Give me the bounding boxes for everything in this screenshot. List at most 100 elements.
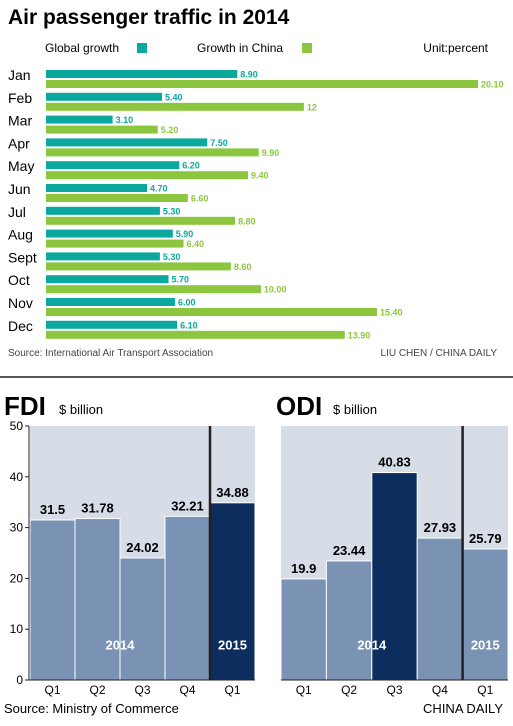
x-tick-label: Q1 — [224, 683, 240, 697]
quarter-bar — [416, 537, 464, 681]
x-tick-label: Q1 — [296, 683, 312, 697]
china-growth-value: 6.40 — [187, 239, 205, 249]
china-growth-bar — [46, 308, 377, 316]
global-growth-bar — [46, 252, 160, 261]
month-label: Nov — [8, 295, 33, 311]
quarter-bar — [462, 548, 509, 681]
legend-china-label: Growth in China — [197, 41, 283, 55]
china-growth-bar — [46, 216, 236, 225]
quarter-bar — [74, 518, 121, 681]
quarter-bar — [325, 560, 373, 681]
bar-value-label: 31.78 — [81, 501, 114, 516]
china-growth-bar — [46, 171, 249, 180]
year-label-2014: 2014 — [357, 638, 387, 653]
x-tick-label: Q2 — [341, 683, 357, 697]
global-growth-value: 5.30 — [163, 206, 181, 216]
legend-china-swatch — [302, 43, 312, 53]
china-growth-value: 5.20 — [161, 125, 179, 135]
y-tick-label: 40 — [10, 470, 24, 484]
china-growth-value: 9.90 — [262, 148, 280, 158]
quarter-bar — [209, 502, 256, 681]
global-growth-bar — [46, 275, 169, 284]
quarter-bar — [119, 557, 166, 681]
bar-value-label: 40.83 — [378, 455, 411, 470]
fdi-chart: 0 10 20 30 40 50 31.5 Q1 31.78 Q2 24.02 Q3 32.21 Q4 34… — [10, 419, 256, 697]
bar-value-label: 24.02 — [126, 540, 159, 555]
china-growth-value: 8.80 — [238, 216, 256, 226]
month-label: Aug — [8, 227, 33, 243]
fdi-title: FDI — [4, 391, 46, 421]
china-growth-bar — [46, 194, 188, 202]
global-growth-bar — [46, 138, 208, 147]
global-growth-bar — [46, 92, 163, 101]
china-growth-value: 8.60 — [234, 262, 252, 272]
global-growth-bar — [46, 70, 238, 78]
global-growth-value: 6.20 — [182, 161, 200, 171]
global-growth-value: 5.30 — [163, 252, 181, 262]
quarter-bar — [29, 519, 76, 681]
global-growth-value: 3.10 — [116, 115, 134, 125]
bar-value-label: 23.44 — [333, 543, 366, 558]
month-label: Oct — [8, 272, 30, 288]
month-label: Mar — [8, 113, 32, 129]
china-growth-value: 15.40 — [380, 308, 403, 318]
x-tick-label: Q1 — [477, 683, 493, 697]
month-label: Jan — [8, 67, 31, 83]
china-growth-bar — [46, 80, 478, 88]
bar-value-label: 19.9 — [291, 561, 316, 576]
month-label: Jul — [8, 204, 26, 220]
air-bars: Jan 8.90 20.10 Feb 5.40 12 Mar 3.10 5.20 Apr 7.50 9… — [8, 67, 504, 340]
year-label-2014: 2014 — [106, 638, 136, 653]
y-tick-label: 0 — [16, 673, 23, 687]
fdi-unit: $ billion — [59, 402, 103, 417]
air-credit: LIU CHEN / CHINA DAILY — [380, 348, 497, 359]
bar-value-label: 34.88 — [216, 485, 249, 500]
bar-value-label: 27.93 — [424, 520, 457, 535]
china-growth-value: 10.00 — [264, 285, 287, 295]
global-growth-bar — [46, 229, 173, 238]
china-growth-bar — [46, 239, 184, 248]
y-tick-label: 10 — [10, 622, 24, 636]
month-label: Sept — [8, 249, 37, 265]
x-tick-label: Q3 — [134, 683, 150, 697]
china-growth-value: 13.90 — [348, 330, 371, 340]
y-tick-label: 20 — [10, 571, 24, 585]
china-growth-bar — [46, 285, 261, 294]
unit-label: Unit:percent — [423, 41, 488, 55]
china-growth-bar — [46, 125, 158, 134]
china-growth-value: 12 — [307, 102, 317, 112]
month-label: May — [8, 158, 34, 174]
bar-value-label: 25.79 — [469, 531, 502, 546]
legend-global-swatch — [137, 43, 147, 53]
china-growth-bar — [46, 148, 259, 157]
global-growth-bar — [46, 206, 160, 215]
x-tick-label: Q3 — [386, 683, 402, 697]
year-label-2015: 2015 — [218, 638, 247, 653]
odi-title: ODI — [276, 391, 322, 421]
global-growth-value: 6.10 — [180, 320, 198, 330]
global-growth-bar — [46, 115, 113, 124]
global-growth-value: 7.50 — [210, 138, 228, 148]
global-growth-value: 6.00 — [178, 298, 196, 308]
month-label: Feb — [8, 90, 32, 106]
china-growth-value: 9.40 — [251, 171, 269, 181]
y-tick-label: 50 — [10, 419, 24, 433]
month-label: Dec — [8, 318, 33, 334]
month-label: Jun — [8, 181, 31, 197]
china-growth-value: 6.60 — [191, 194, 209, 204]
x-tick-label: Q1 — [44, 683, 60, 697]
quarter-bar — [164, 515, 211, 681]
legend-global-label: Global growth — [45, 41, 119, 55]
china-growth-bar — [46, 262, 231, 271]
bottom-credit: CHINA DAILY — [423, 701, 503, 716]
year-label-2015: 2015 — [471, 638, 500, 653]
bar-value-label: 32.21 — [171, 498, 204, 513]
global-growth-bar — [46, 184, 148, 192]
global-growth-value: 5.70 — [172, 275, 190, 285]
y-tick-label: 30 — [10, 521, 24, 535]
quarter-bar — [280, 578, 327, 681]
air-source: Source: International Air Transport Asso… — [8, 348, 213, 359]
china-growth-value: 20.10 — [481, 80, 504, 90]
odi-unit: $ billion — [333, 402, 377, 417]
